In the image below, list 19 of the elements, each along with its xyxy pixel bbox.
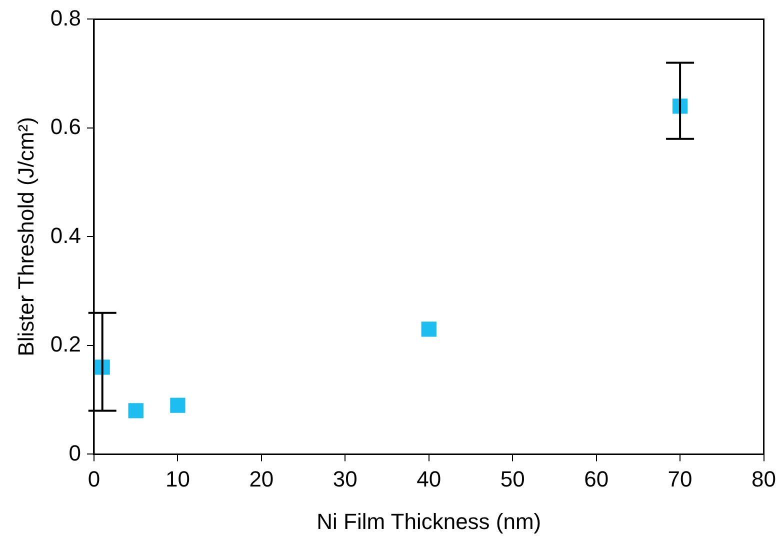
y-tick-label: 0.2: [50, 332, 81, 357]
y-tick-label: 0.4: [50, 222, 81, 248]
x-tick-label: 60: [584, 466, 609, 492]
point: [170, 398, 186, 413]
x-axis-title: Ni Film Thickness (nm): [316, 508, 542, 534]
x-tick-label: 0: [88, 466, 100, 492]
y-axis-title: Blister Threshold (J/cm²): [13, 117, 38, 356]
x-tick-label: 30: [332, 466, 358, 492]
y-tick-label: 0.8: [50, 5, 81, 30]
point: [421, 322, 436, 337]
x-tick-label: 40: [416, 466, 442, 492]
y-tick-label: 0.6: [50, 114, 81, 140]
x-tick-label: 70: [668, 466, 692, 492]
y-tick-label: 0: [68, 440, 81, 466]
x-tick-label: 50: [500, 466, 525, 492]
x-tick-label: 20: [249, 466, 274, 492]
x-tick-label: 10: [165, 466, 190, 492]
x-tick-label: 80: [752, 466, 776, 492]
point: [128, 403, 144, 418]
